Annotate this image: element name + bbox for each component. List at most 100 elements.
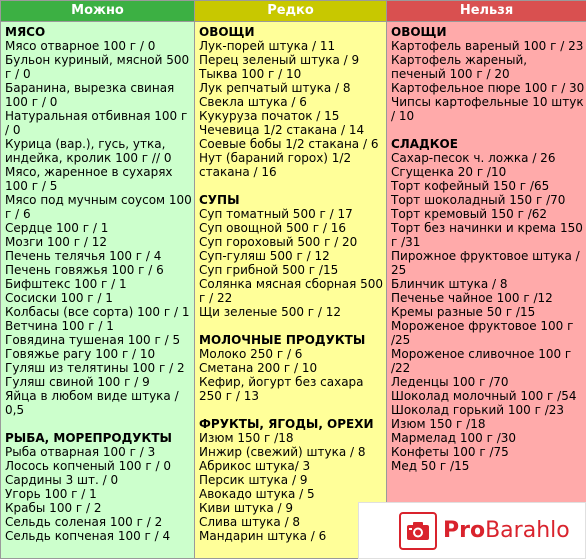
food-item: Сердце 100 г / 1 — [5, 221, 109, 235]
spacer — [5, 417, 192, 431]
brand-bold: Pro — [443, 518, 486, 543]
food-item: Суп гороховый 500 г / 20 — [199, 235, 358, 249]
food-item: Мороженое фруктовое 100 г /25 — [391, 319, 574, 347]
food-item: Леденцы 100 г /70 — [391, 375, 509, 389]
food-item: Пирожное фруктовое штука / 25 — [391, 249, 580, 277]
food-item: Печенье чайное 100 г /12 — [391, 291, 553, 305]
food-item: Мандарин штука / 6 — [199, 529, 327, 543]
food-item: Торт кофейный 150 г /65 — [391, 179, 550, 193]
food-item: Авокадо штука / 5 — [199, 487, 315, 501]
food-item: Сахар-песок ч. ложка / 26 — [391, 151, 556, 165]
food-item: Ветчина 100 г / 1 — [5, 319, 114, 333]
header-can: Можно — [1, 1, 195, 22]
food-item: Лук-порей штука / 11 — [199, 39, 336, 53]
food-item: Колбасы (все сорта) 100 г / 1 — [5, 305, 190, 319]
food-item: Натуральная отбивная 100 г / 0 — [5, 109, 188, 137]
food-item: Мед 50 г /15 — [391, 459, 470, 473]
food-item: Суп овощной 500 г / 16 — [199, 221, 346, 235]
food-item: Мясо под мучным соусом 100 г / 6 — [5, 193, 192, 221]
food-item: Мармелад 100 г /30 — [391, 431, 517, 445]
food-item: Сосиски 100 г / 1 — [5, 291, 113, 305]
food-item: Сельдь соленая 100 г / 2 — [5, 515, 163, 529]
spacer — [391, 123, 585, 137]
food-item: Нут (бараний горох) 1/2 стакана / 16 — [199, 151, 352, 179]
food-item: Персик штука / 9 — [199, 473, 308, 487]
section-heading: СЛАДКОЕ — [391, 137, 458, 151]
food-item: Сгущенка 20 г /10 — [391, 165, 507, 179]
food-item: Лосось копченый 100 г / 0 — [5, 459, 171, 473]
camera-icon — [399, 511, 437, 550]
food-item: Кефир, йогурт без сахара 250 г / 13 — [199, 375, 364, 403]
food-item: Изюм 150 г /18 — [199, 431, 294, 445]
food-item: Картофельное пюре 100 г / 30 — [391, 81, 585, 95]
food-item: Мозги 100 г / 12 — [5, 235, 107, 249]
spacer — [199, 179, 384, 193]
food-item: Чечевица 1/2 стакана / 14 — [199, 123, 365, 137]
section-heading: МОЛОЧНЫЕ ПРОДУКТЫ — [199, 333, 366, 347]
food-item: Суп грибной 500 г /15 — [199, 263, 339, 277]
section-heading: МЯСО — [5, 25, 46, 39]
column-rare: ОВОЩИ Лук-порей штука / 11 Перец зеленый ш… — [195, 22, 387, 558]
food-item: Кремы разные 50 г /15 — [391, 305, 536, 319]
section-heading: ОВОЩИ — [391, 25, 447, 39]
food-item: Картофель вареный 100 г / 23 — [391, 39, 584, 53]
food-item: Гуляш свиной 100 г / 9 — [5, 375, 150, 389]
food-item: Слива штука / 8 — [199, 515, 301, 529]
section-heading: РЫБА, МОРЕПРОДУКТЫ — [5, 431, 172, 445]
food-item: Суп томатный 500 г / 17 — [199, 207, 353, 221]
food-item: Шоколад молочный 100 г /54 — [391, 389, 577, 403]
brand-rest: Barahlo — [485, 518, 570, 543]
food-item: Торт кремовый 150 г /62 — [391, 207, 548, 221]
section-heading: ФРУКТЫ, ЯГОДЫ, ОРЕХИ — [199, 417, 374, 431]
food-item: Тыква 100 г / 10 — [199, 67, 302, 81]
food-item: Кукуруза початок / 15 — [199, 109, 340, 123]
header-rare: Редко — [195, 1, 387, 22]
food-item: Шоколад горький 100 г /23 — [391, 403, 565, 417]
food-item: Суп-гуляш 500 г / 12 — [199, 249, 330, 263]
food-item: Картофель жареный, печеный 100 г / 20 — [391, 53, 528, 81]
food-item: Блинчик штука / 8 — [391, 277, 508, 291]
food-item: Щи зеленые 500 г / 12 — [199, 305, 342, 319]
food-item: Солянка мясная сборная 500 г / 22 — [199, 277, 384, 305]
food-item: Свекла штука / 6 — [199, 95, 307, 109]
probarahlo-watermark[interactable]: ProBarahlo — [358, 502, 586, 559]
food-item: Курица (вар.), гусь, утка, индейка, крол… — [5, 137, 172, 165]
food-item: Печень телячья 100 г / 4 — [5, 249, 162, 263]
food-item: Бульон куриный, мясной 500 г / 0 — [5, 53, 190, 81]
food-item: Бифштекс 100 г / 1 — [5, 277, 127, 291]
food-item: Говяжье рагу 100 г / 10 — [5, 347, 156, 361]
food-item: Говядина тушеная 100 г / 5 — [5, 333, 181, 347]
section-heading: СУПЫ — [199, 193, 240, 207]
brand-name: ProBarahlo — [443, 518, 570, 543]
food-item: Гуляш из телятины 100 г / 2 — [5, 361, 185, 375]
food-item: Печень говяжья 100 г / 6 — [5, 263, 164, 277]
food-item: Рыба отварная 100 г / 3 — [5, 445, 156, 459]
food-item: Мясо отварное 100 г / 0 — [5, 39, 156, 53]
food-item: Торт без начинки и крема 150 г /31 — [391, 221, 583, 249]
food-item: Перец зеленый штука / 9 — [199, 53, 360, 67]
food-item: Сметана 200 г / 10 — [199, 361, 318, 375]
column-can: МЯСО Мясо отварное 100 г / 0 Бульон курины… — [1, 22, 195, 558]
food-item: Лук репчатый штука / 8 — [199, 81, 351, 95]
food-item: Сельдь копченая 100 г / 4 — [5, 529, 171, 543]
header-no: Нельзя — [387, 1, 586, 22]
section-heading: ОВОЩИ — [199, 25, 255, 39]
food-item: Конфеты 100 г /75 — [391, 445, 509, 459]
food-item: Мороженое сливочное 100 г /22 — [391, 347, 572, 375]
food-item: Баранина, вырезка свиная 100 г / 0 — [5, 81, 175, 109]
food-item: Угорь 100 г / 1 — [5, 487, 97, 501]
food-item: Молоко 250 г / 6 — [199, 347, 303, 361]
food-item: Сардины 3 шт. / 0 — [5, 473, 119, 487]
food-item: Соевые бобы 1/2 стакана / 6 — [199, 137, 379, 151]
food-item: Мясо, жаренное в сухарях 100 г / 5 — [5, 165, 173, 193]
column-no: ОВОЩИ Картофель вареный 100 г / 23 Картофе… — [387, 22, 586, 558]
food-item: Яйца в любом виде штука / 0,5 — [5, 389, 179, 417]
spacer — [199, 403, 384, 417]
food-item: Торт шоколадный 150 г /70 — [391, 193, 566, 207]
food-item: Изюм 150 г /18 — [391, 417, 486, 431]
food-item: Чипсы картофельные 10 штук / 10 — [391, 95, 584, 123]
spacer — [199, 319, 384, 333]
food-item: Инжир (свежий) штука / 8 — [199, 445, 366, 459]
food-item: Крабы 100 г / 2 — [5, 501, 102, 515]
food-item: Абрикос штука/ 3 — [199, 459, 311, 473]
